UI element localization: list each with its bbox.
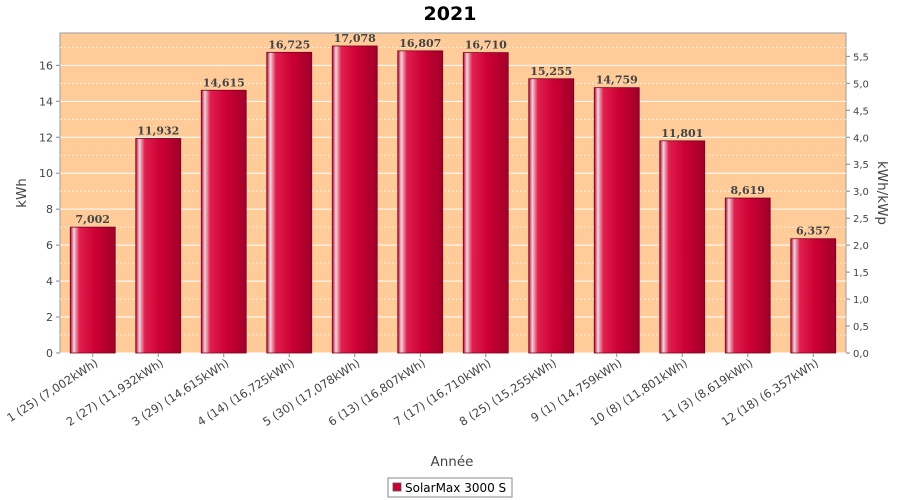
bar-6 — [397, 50, 444, 354]
bar-7 — [462, 52, 509, 354]
value-label-10: 11,801 — [661, 127, 703, 140]
value-label-8: 15,255 — [530, 65, 572, 78]
y-tick-label: 4 — [46, 275, 53, 288]
bar-3 — [200, 89, 247, 354]
y2-axis-title: kWh/kWp — [874, 161, 890, 225]
y-axis-title: kWh — [14, 178, 30, 208]
bar-8 — [528, 78, 575, 354]
y2-tick-label: 2,0 — [853, 241, 869, 252]
y2-tick-label: 1,0 — [853, 295, 869, 306]
bar-4 — [266, 51, 313, 354]
legend-label: SolarMax 3000 S — [405, 481, 506, 495]
value-label-6: 16,807 — [399, 37, 441, 50]
value-label-2: 11,932 — [137, 124, 179, 137]
y2-tick-label: 4,5 — [853, 106, 869, 117]
y2-tick-label: 0,0 — [853, 349, 869, 360]
y-tick-label: 8 — [46, 203, 53, 216]
y-tick-label: 0 — [46, 347, 53, 360]
bar-9 — [593, 87, 640, 354]
value-label-9: 14,759 — [596, 74, 638, 87]
y2-tick-label: 5,5 — [853, 52, 869, 63]
y-tick-label: 2 — [46, 311, 53, 324]
value-labels: 7,002 11,932 14,615 16,725 17,078 16,807 16,71… — [76, 32, 831, 238]
y-tick-label: 10 — [39, 167, 53, 180]
legend-swatch — [392, 482, 402, 492]
x-axis-title: Année — [431, 454, 474, 470]
value-label-11: 8,619 — [731, 184, 765, 197]
value-label-4: 16,725 — [268, 38, 310, 51]
y2-tick-label: 4,0 — [853, 133, 869, 144]
y-axis-left: 0 2 4 6 8 10 12 14 16 — [39, 59, 60, 360]
bar-2 — [135, 138, 182, 354]
value-label-3: 14,615 — [203, 76, 245, 89]
y2-tick-label: 1,5 — [853, 268, 869, 279]
y-tick-label: 16 — [39, 59, 53, 72]
y-tick-label: 14 — [39, 95, 53, 108]
legend-box — [387, 477, 513, 498]
value-label-1: 7,002 — [76, 213, 110, 226]
bar-5 — [331, 45, 378, 354]
value-label-12: 6,357 — [796, 225, 830, 238]
value-label-7: 16,710 — [465, 39, 507, 52]
y2-tick-label: 3,5 — [853, 160, 869, 171]
x-axis: 1 (25) (7,002kWh)2 (27) (11,932kWh)3 (29… — [4, 353, 821, 429]
chart-title: 2021 — [424, 3, 477, 25]
plot-area — [59, 32, 847, 354]
bar-11 — [724, 197, 771, 354]
gridlines — [60, 46, 846, 354]
bar-1 — [69, 226, 116, 354]
bar-12 — [790, 238, 837, 354]
y2-tick-label: 3,0 — [853, 187, 869, 198]
bar-10 — [659, 140, 706, 354]
y-tick-label: 6 — [46, 239, 53, 252]
y2-tick-label: 0,5 — [853, 322, 869, 333]
bars — [69, 45, 837, 354]
y2-tick-label: 5,0 — [853, 79, 869, 90]
y-tick-label: 12 — [39, 131, 53, 144]
legend: SolarMax 3000 S — [387, 477, 513, 498]
value-label-5: 17,078 — [334, 32, 376, 45]
y-axis-right: 0,0 0,5 1,0 1,5 2,0 2,5 3,0 3,5 4,0 4,5 5,0 5,5 — [846, 52, 869, 360]
y2-tick-label: 2,5 — [853, 214, 869, 225]
